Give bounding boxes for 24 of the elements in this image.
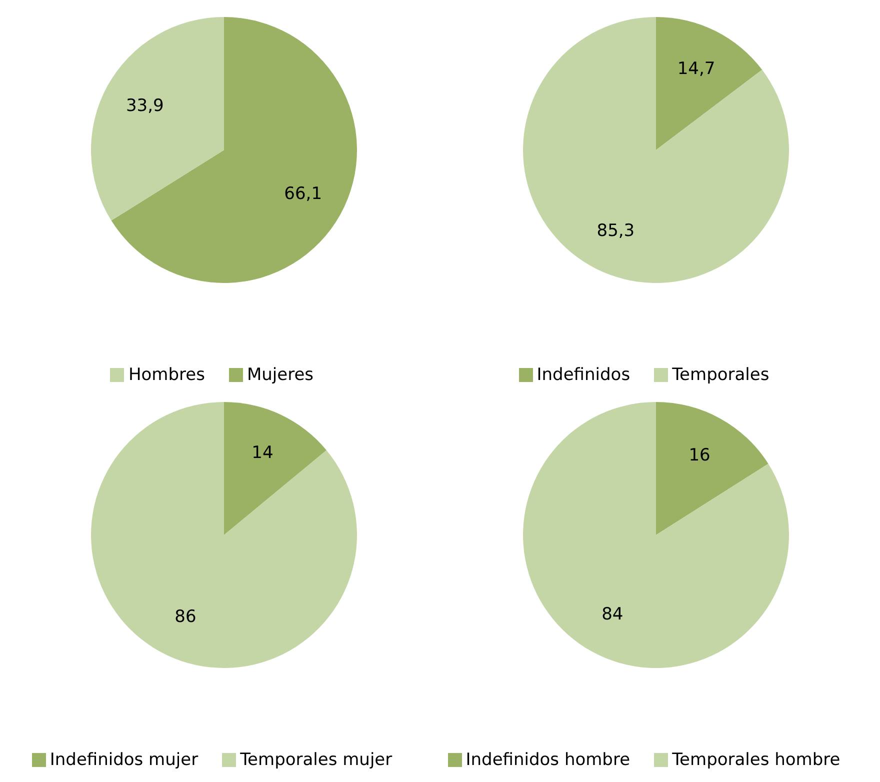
- data-label: 16: [688, 446, 710, 466]
- data-label: 86: [174, 606, 196, 627]
- data-label: 66,1: [284, 184, 322, 204]
- legend-label: Mujeres: [246, 365, 314, 385]
- pie-slice: [91, 402, 357, 668]
- pie-slice: [656, 402, 768, 535]
- pie-slice: [91, 17, 224, 221]
- legend-label: Indefinidos mujer: [50, 750, 198, 770]
- legend-label: Temporales hombre: [672, 750, 840, 770]
- legend-label: Temporales: [672, 365, 770, 385]
- pie-slice: [523, 17, 789, 283]
- legend-label: Indefinidos: [536, 365, 630, 385]
- data-label: 14,7: [677, 59, 716, 80]
- legend-label: Temporales mujer: [240, 750, 392, 770]
- data-label: 33,9: [126, 96, 164, 116]
- pie-slice: [111, 17, 357, 283]
- pie-slice: [224, 402, 326, 535]
- data-label: 14: [252, 443, 274, 464]
- data-label: 85,3: [596, 220, 635, 241]
- legend-label: Hombres: [128, 365, 205, 385]
- pie-slice: [656, 17, 762, 150]
- legend-label: Indefinidos hombre: [466, 750, 630, 770]
- data-label: 84: [602, 604, 624, 624]
- pie-slice: [523, 402, 789, 668]
